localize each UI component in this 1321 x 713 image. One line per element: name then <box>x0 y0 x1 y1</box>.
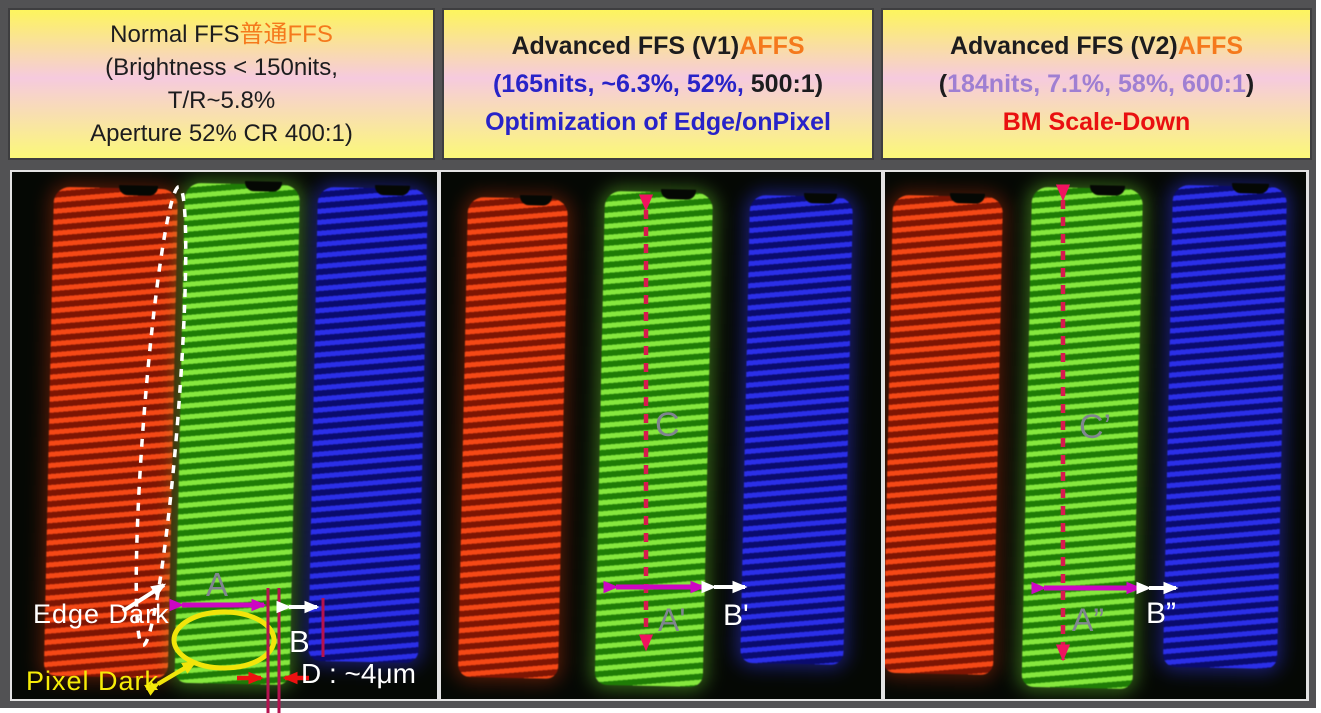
panel3-header: Advanced FFS (V2)AFFS (184nits, 7.1%, 58… <box>881 8 1312 160</box>
width-A1-label: A' <box>658 602 686 638</box>
panel1-header: Normal FFS普通FFS (Brightness < 150nits, T… <box>8 8 435 160</box>
panel1-spec-line3: Aperture 52% CR 400:1) <box>90 120 353 147</box>
pixel-dark-label: Pixel Dark <box>26 666 160 696</box>
panel3-spec-line: (184nits, 7.1%, 58%, 600:1) <box>939 65 1254 103</box>
panel2-title-accent: AFFS <box>739 32 805 60</box>
panel3-title-accent: AFFS <box>1177 32 1244 60</box>
panel2-spec-line: (165nits, ~6.3%, 52%, 500:1) <box>493 65 823 103</box>
dark-width-D-label: D : ~4μm <box>301 658 416 689</box>
blue-subpixel-bar <box>308 186 428 664</box>
panel2-header: Advanced FFS (V1)AFFS (165nits, ~6.3%, 5… <box>442 8 874 160</box>
panel1-title: Normal FFS普通FFS <box>110 18 333 51</box>
blue-subpixel-bar <box>740 194 853 665</box>
gap-B-label: B <box>289 624 310 659</box>
width-A2-label: A” <box>1072 602 1104 638</box>
green-subpixel-bar <box>174 182 300 686</box>
blue-subpixel-bar <box>1162 184 1287 670</box>
green-subpixel-bar <box>594 190 713 688</box>
micrograph-strip <box>10 170 1309 701</box>
panel2-specs-black: 500:1) <box>743 70 824 98</box>
panel2-title: Advanced FFS (V1)AFFS <box>511 27 804 65</box>
panel1-title-cn: 普通FFS <box>239 21 333 48</box>
gap-B2-label: B” <box>1146 597 1176 630</box>
panel2-specs-blue: (165nits, ~6.3%, 52%, <box>492 70 744 98</box>
height-C-label: C <box>655 406 680 444</box>
panel3-specs-open: ( <box>938 70 948 98</box>
red-subpixel-bar <box>457 196 568 679</box>
panel2-micrograph <box>441 172 881 699</box>
panel2-title-en: Advanced FFS (V1) <box>511 32 740 60</box>
edge-dark-label: Edge Dark <box>33 599 170 629</box>
panel3-micrograph <box>885 172 1306 699</box>
panel2-subtitle: Optimization of Edge/onPixel <box>485 108 831 136</box>
panel3-specs-close: ) <box>1245 70 1255 98</box>
panel1-spec-line1: (Brightness < 150nits, <box>105 54 338 81</box>
width-A-label: A <box>206 566 229 603</box>
panel3-subtitle: BM Scale-Down <box>1002 108 1191 136</box>
red-subpixel-bar <box>885 194 1003 676</box>
panel3-specs-purple: 184nits, 7.1%, 58%, 600:1 <box>947 70 1246 98</box>
height-C2-label: C’ <box>1079 408 1112 446</box>
panel1-title-en: Normal FFS <box>110 21 240 48</box>
gap-B1-label: B' <box>723 599 749 632</box>
panel1-spec-line2: T/R~5.8% <box>167 87 276 114</box>
panel3-title: Advanced FFS (V2)AFFS <box>950 27 1243 65</box>
panel3-title-en: Advanced FFS (V2) <box>949 32 1178 60</box>
